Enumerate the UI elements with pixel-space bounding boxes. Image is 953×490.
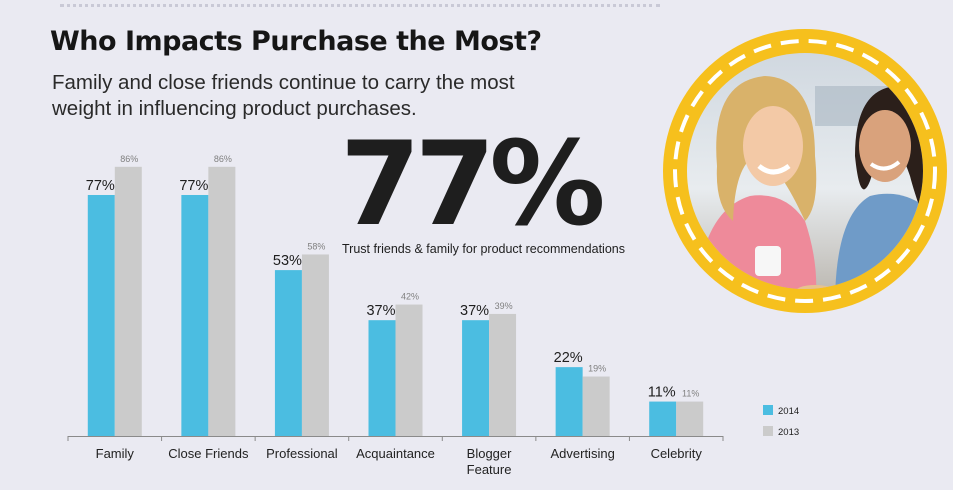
bar-2014-family — [87, 194, 115, 436]
bar-2013-professional — [301, 254, 329, 436]
bar-2013-close-friends — [208, 166, 236, 436]
bar-2014-blogger-feature — [462, 320, 490, 436]
x-tick-label: Advertising — [550, 446, 614, 461]
highlight-stat: 77% — [340, 117, 606, 252]
bar-2013-acquaintance — [395, 304, 423, 436]
data-label-2014: 11% — [648, 385, 676, 401]
page-title: Who Impacts Purchase the Most? — [50, 26, 542, 57]
x-tick-label: Family — [96, 446, 135, 461]
bar-2014-acquaintance — [368, 320, 396, 436]
bar-2014-advertising — [555, 367, 583, 436]
data-label-2013: 39% — [495, 301, 513, 311]
x-tick-label: Acquaintance — [356, 446, 435, 461]
data-label-2013: 42% — [401, 292, 419, 302]
x-tick-label: Feature — [467, 462, 512, 477]
right-woman-face — [859, 110, 911, 182]
data-label-2013: 86% — [120, 154, 138, 164]
data-label-2014: 37% — [460, 303, 489, 319]
photo-frame-dashes — [673, 39, 937, 303]
top-dotted-divider — [60, 0, 660, 7]
bar-2014-celebrity — [649, 401, 677, 436]
data-label-2013: 19% — [588, 364, 606, 374]
x-tick-label: Close Friends — [168, 446, 249, 461]
bar-2014-close-friends — [181, 194, 209, 436]
legend-label-2014: 2014 — [778, 406, 799, 417]
highlight-caption: Trust friends & family for product recom… — [342, 242, 625, 256]
bar-2013-advertising — [582, 376, 610, 436]
coffee-cup — [755, 246, 781, 276]
bar-2013-celebrity — [676, 401, 704, 436]
data-label-2013: 86% — [214, 154, 232, 164]
legend-swatch-2013 — [763, 426, 773, 436]
x-tick-label: Blogger — [467, 446, 512, 461]
bar-2013-family — [114, 166, 142, 436]
data-label-2014: 53% — [273, 253, 302, 269]
x-tick-label: Celebrity — [651, 446, 703, 461]
legend-swatch-2014 — [763, 405, 773, 415]
legend-label-2013: 2013 — [778, 427, 799, 438]
bar-2014-professional — [274, 270, 302, 436]
two-women-talking-photo — [663, 29, 947, 313]
data-label-2014: 22% — [554, 350, 583, 366]
data-label-2013: 11% — [682, 389, 699, 399]
data-label-2014: 77% — [179, 178, 208, 194]
pastry — [894, 277, 923, 289]
data-label-2013: 58% — [307, 241, 325, 251]
data-label-2014: 77% — [86, 178, 115, 194]
bar-2013-blogger-feature — [489, 313, 517, 436]
page-subtitle: Family and close friends continue to car… — [52, 71, 515, 120]
data-label-2014: 37% — [366, 303, 395, 319]
x-tick-label: Professional — [266, 446, 338, 461]
